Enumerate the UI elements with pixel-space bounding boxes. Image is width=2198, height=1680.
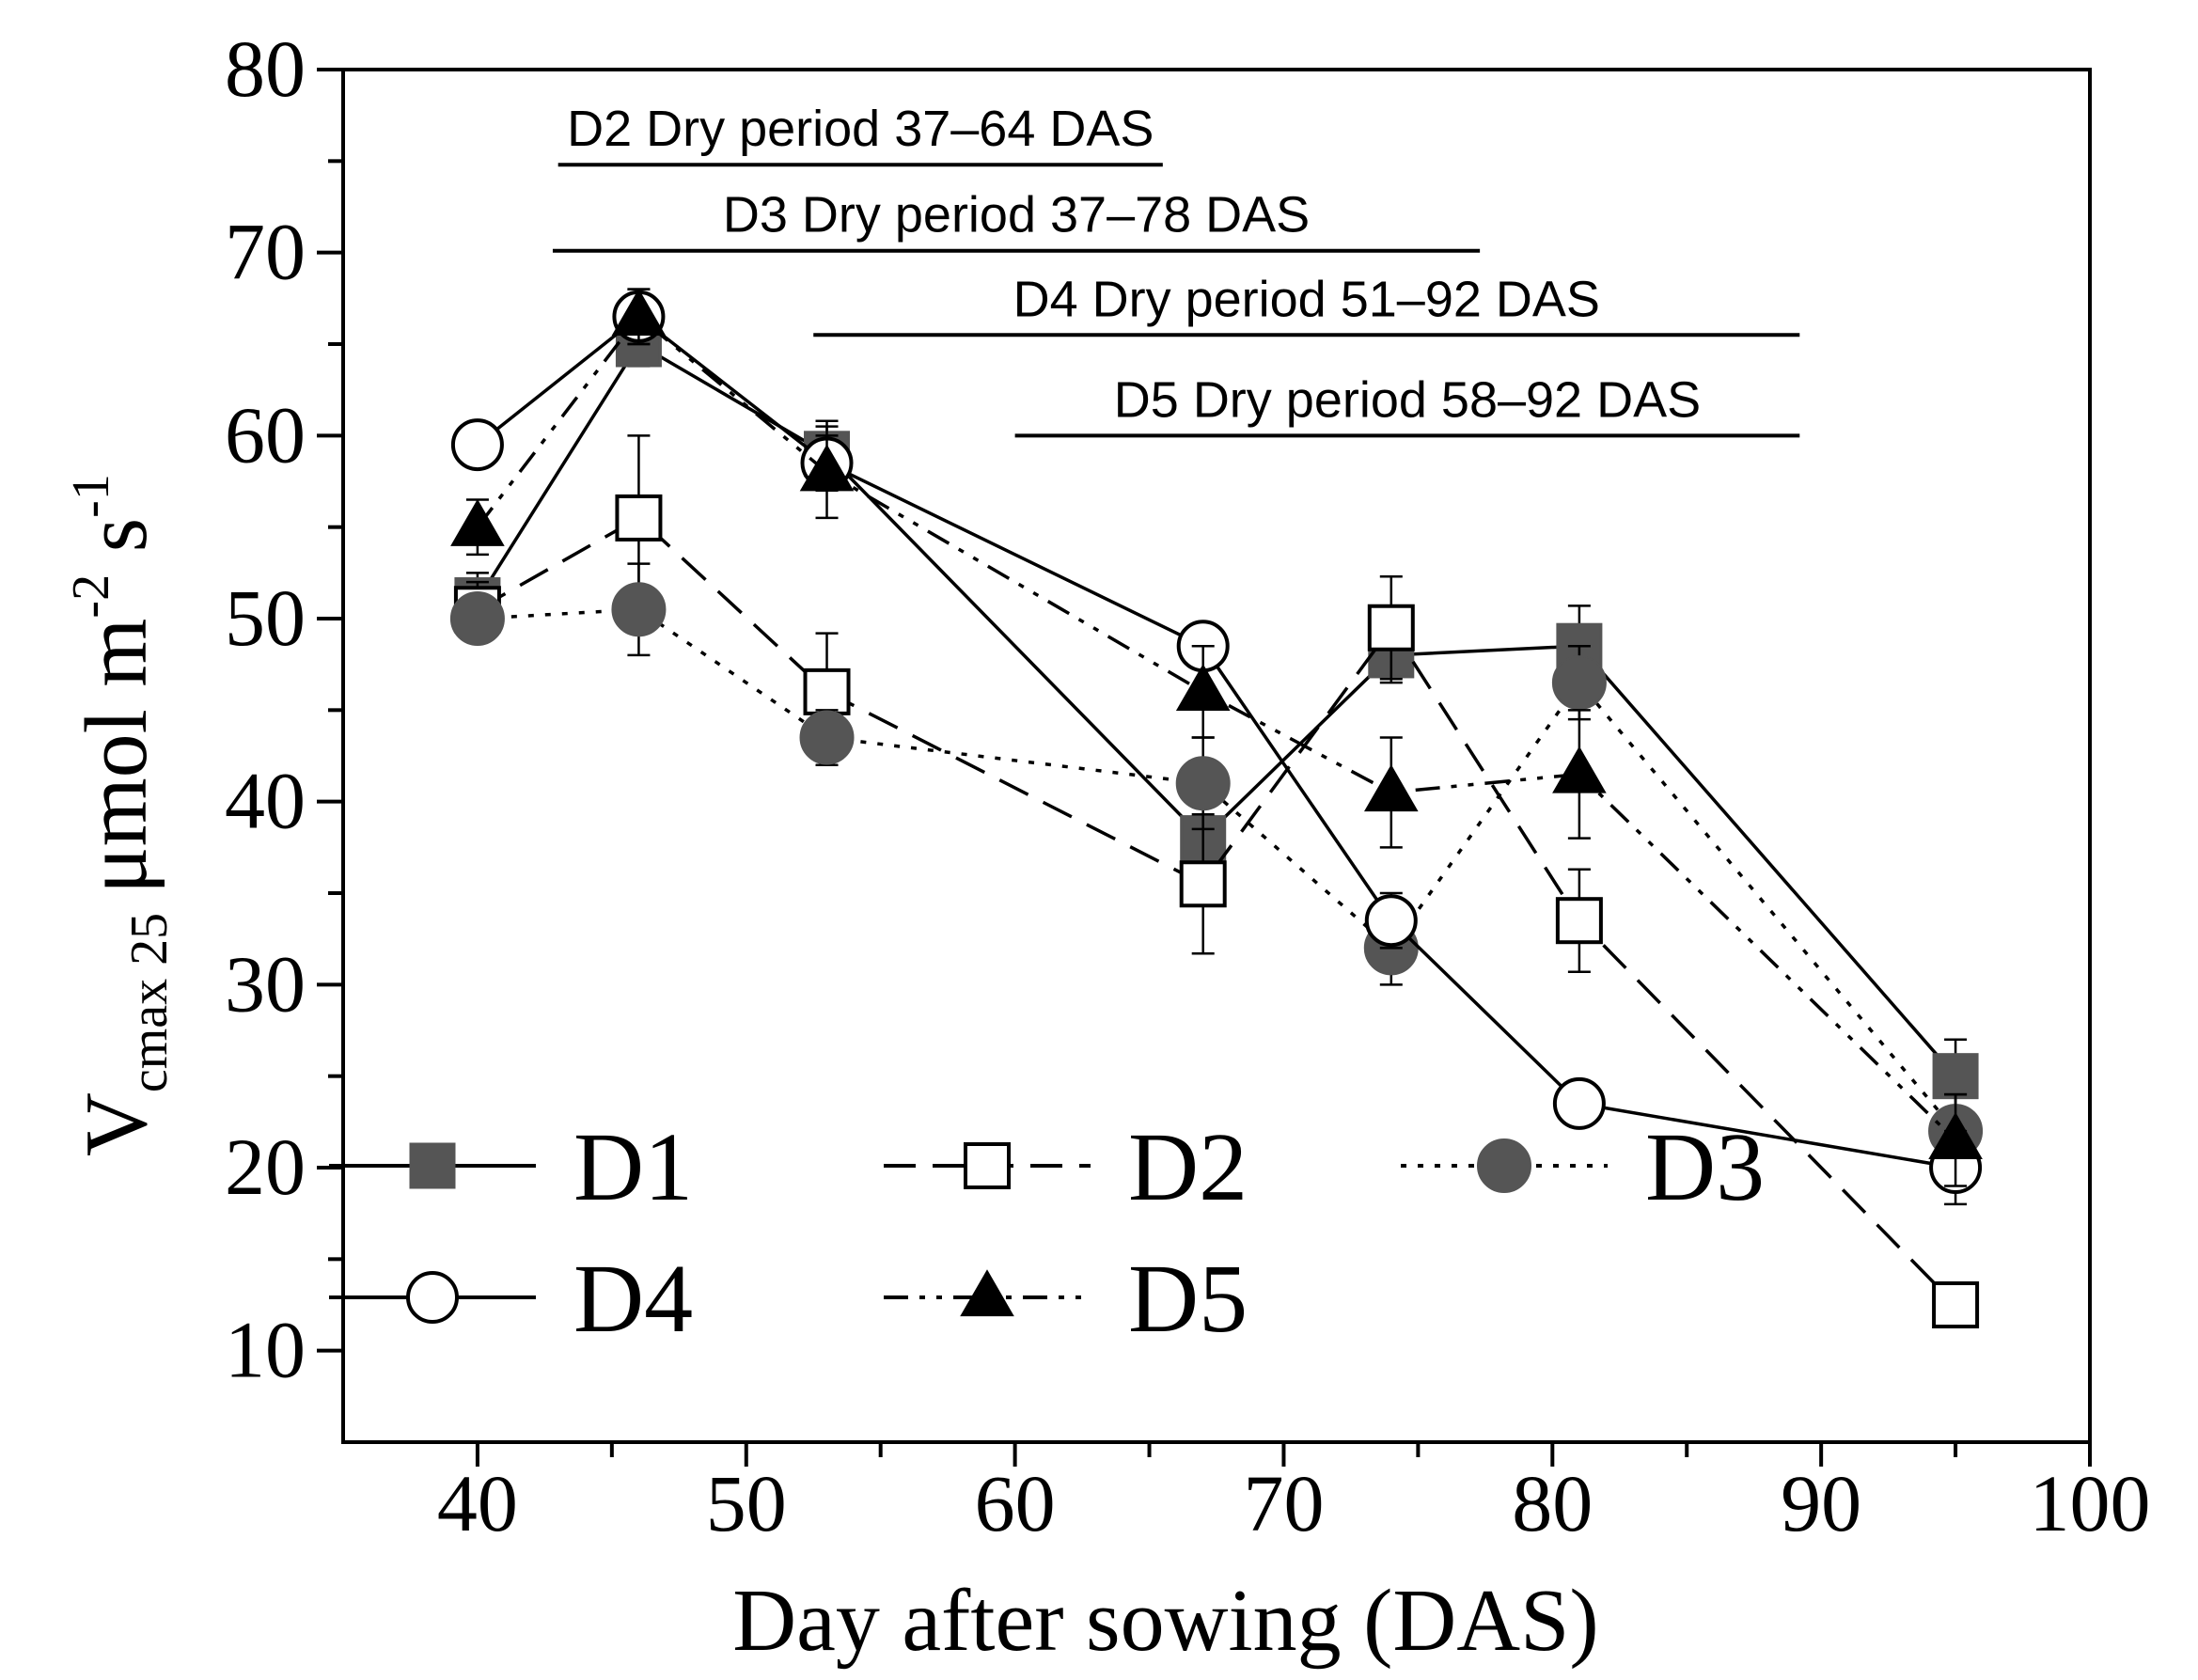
y-tick-label: 10 <box>225 1305 306 1395</box>
y-title-unit: μmol m <box>68 619 165 894</box>
data-point <box>450 418 504 472</box>
data-point <box>1364 894 1418 948</box>
x-tick-label: 70 <box>1243 1458 1324 1548</box>
data-point <box>1552 746 1607 793</box>
series-line <box>476 314 1956 1170</box>
y-tick-label: 80 <box>225 24 306 114</box>
plot-frame <box>341 68 2092 1444</box>
legend-label: D1 <box>573 1113 693 1221</box>
x-tick-label: 50 <box>706 1458 787 1548</box>
legend-item-d2: D2 <box>884 1113 1248 1221</box>
data-point <box>1367 604 1415 652</box>
legend-marker <box>960 1269 1014 1317</box>
dry-period-label: D3 Dry period 37–78 DAS <box>723 187 1310 243</box>
series-line <box>476 314 1957 1142</box>
dry-period-label: D2 Dry period 37–64 DAS <box>567 101 1154 157</box>
x-tick-label: 100 <box>2030 1458 2151 1548</box>
y-axis-title: Vcmax 25 μmol m-2 s-1 <box>62 474 179 1156</box>
legend: D1 D2 D3 D4 D5 <box>329 1113 1765 1353</box>
y-tick-label: 30 <box>225 938 306 1028</box>
series-d1 <box>454 321 1979 1114</box>
data-point <box>449 591 505 646</box>
annotations: D2 Dry period 37–64 DAS D3 Dry period 37–… <box>552 101 1800 438</box>
y-tick-label: 20 <box>225 1122 306 1212</box>
y-title-exp2: -1 <box>62 474 120 518</box>
data-point <box>450 498 505 546</box>
y-title-s: s <box>68 518 165 574</box>
x-tick-label: 80 <box>1512 1458 1593 1548</box>
data-point <box>1551 655 1607 711</box>
legend-item-d1: D1 <box>329 1113 693 1221</box>
dry-period-label: D5 Dry period 58–92 DAS <box>1114 371 1701 428</box>
data-point <box>1175 756 1231 811</box>
dry-period-label: D4 Dry period 51–92 DAS <box>1013 271 1600 327</box>
legend-marker <box>1477 1138 1531 1193</box>
legend-item-d4: D4 <box>329 1245 693 1353</box>
data-point <box>1175 664 1231 712</box>
y-title-main: V <box>68 1092 165 1156</box>
y-title-exp1: -2 <box>62 574 120 619</box>
data-point <box>1932 1281 1980 1328</box>
legend-label: D3 <box>1645 1113 1765 1221</box>
svg-text:Vcmax 25μmol m-2 s-1: Vcmax 25 μmol m-2 s-1 <box>62 474 179 1156</box>
legend-item-d3: D3 <box>1401 1113 1765 1221</box>
series-group <box>449 288 1984 1328</box>
y-tick-label: 60 <box>225 389 306 479</box>
legend-label: D2 <box>1128 1113 1248 1221</box>
data-point <box>1928 1112 1983 1159</box>
x-axis-title: Day after sowing (DAS) <box>732 1572 1599 1670</box>
data-point <box>611 582 667 637</box>
y-tick-label: 40 <box>225 756 306 846</box>
data-point <box>1179 860 1227 908</box>
legend-item-d5: D5 <box>884 1245 1248 1353</box>
data-point <box>1552 1076 1606 1130</box>
y-axis: 10 20 30 40 50 60 70 80 <box>225 24 343 1395</box>
x-tick-label: 40 <box>437 1458 518 1548</box>
data-point <box>615 494 663 542</box>
data-point <box>803 667 851 715</box>
data-point <box>1932 1053 1979 1100</box>
legend-label: D5 <box>1128 1245 1248 1353</box>
legend-marker <box>964 1142 1011 1189</box>
x-tick-label: 90 <box>1781 1458 1861 1548</box>
legend-label: D4 <box>573 1245 693 1353</box>
data-point <box>1555 897 1603 945</box>
x-tick-label: 60 <box>975 1458 1056 1548</box>
y-tick-label: 50 <box>225 573 306 663</box>
legend-marker <box>409 1142 456 1189</box>
y-tick-label: 70 <box>225 207 306 297</box>
series-d5 <box>450 288 1983 1187</box>
data-point <box>1364 764 1419 812</box>
legend-marker <box>406 1271 459 1324</box>
x-axis: 40 50 60 70 80 90 100 <box>437 1442 2151 1548</box>
data-point <box>799 710 855 765</box>
y-title-sub: cmax 25 <box>120 913 179 1092</box>
data-point <box>611 289 667 336</box>
data-point <box>799 444 855 492</box>
